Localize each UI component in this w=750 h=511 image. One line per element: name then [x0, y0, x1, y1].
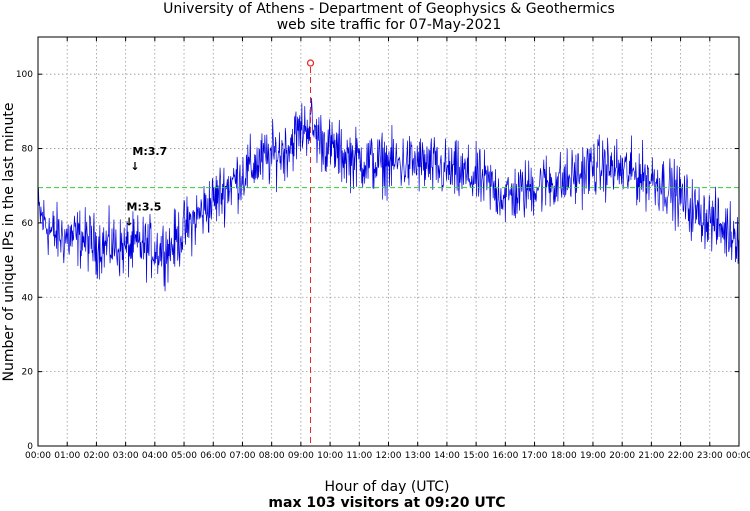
reference-layer [38, 59, 739, 446]
x-tick-label: 03:00 [113, 451, 139, 461]
y-axis-label: Number of unique IPs in the last minute [1, 103, 17, 382]
earthquake-annotation-label: M:3.7 [132, 145, 167, 158]
x-axis-label: Hour of day (UTC) [325, 479, 450, 495]
y-tick-label: 40 [22, 293, 34, 303]
x-tick-label: 04:00 [142, 451, 168, 461]
axis-ticks: 00:00 01:00 02:00 03:00 04:00 05:00 06:00 07:00… [16, 37, 750, 461]
max-visitors-label: max 103 visitors at 09:20 UTC [268, 495, 505, 511]
x-tick-label: 19:00 [580, 451, 606, 461]
y-tick-label: 80 [22, 145, 34, 155]
chart-title: University of Athens - Department of Geo… [163, 1, 615, 17]
x-tick-label: 05:00 [171, 451, 197, 461]
x-tick-label: 21:00 [638, 451, 664, 461]
x-tick-label: 15:00 [463, 451, 489, 461]
x-tick-label: 02:00 [83, 451, 109, 461]
x-tick-label: 08:00 [259, 451, 285, 461]
y-tick-label: 100 [16, 70, 33, 80]
annotation-arrow-icon: ↓ [125, 216, 134, 229]
x-tick-label: 18:00 [551, 451, 577, 461]
y-tick-label: 20 [22, 368, 34, 378]
x-tick-label: 09:00 [288, 451, 314, 461]
x-tick-label: 06:00 [200, 451, 226, 461]
x-tick-label: 16:00 [492, 451, 518, 461]
y-tick-label: 60 [22, 219, 34, 229]
series-layer [37, 97, 740, 292]
x-tick-label: 20:00 [609, 451, 635, 461]
x-tick-label: 00:00 [726, 451, 750, 461]
chart-subtitle: web site traffic for 07-May-2021 [277, 17, 502, 33]
max-point-marker [306, 59, 315, 67]
x-tick-label: 13:00 [405, 451, 431, 461]
x-tick-label: 23:00 [697, 451, 723, 461]
annotation-layer: M:3.5 ↓ M:3.7 ↓ [125, 145, 168, 229]
earthquake-annotation-label: M:3.5 [127, 201, 162, 214]
plot-frame [37, 36, 740, 447]
x-tick-label: 14:00 [434, 451, 460, 461]
x-tick-label: 12:00 [376, 451, 402, 461]
x-tick-label: 00:00 [25, 451, 51, 461]
x-tick-label: 17:00 [522, 451, 548, 461]
x-tick-label: 01:00 [54, 451, 80, 461]
annotation-arrow-icon: ↓ [130, 160, 139, 173]
traffic-series-line [37, 97, 740, 292]
y-tick-label: 0 [27, 442, 33, 452]
x-tick-label: 11:00 [346, 451, 372, 461]
x-tick-label: 07:00 [229, 451, 255, 461]
grid [38, 37, 739, 446]
x-tick-label: 10:00 [317, 451, 343, 461]
x-tick-label: 22:00 [668, 451, 694, 461]
